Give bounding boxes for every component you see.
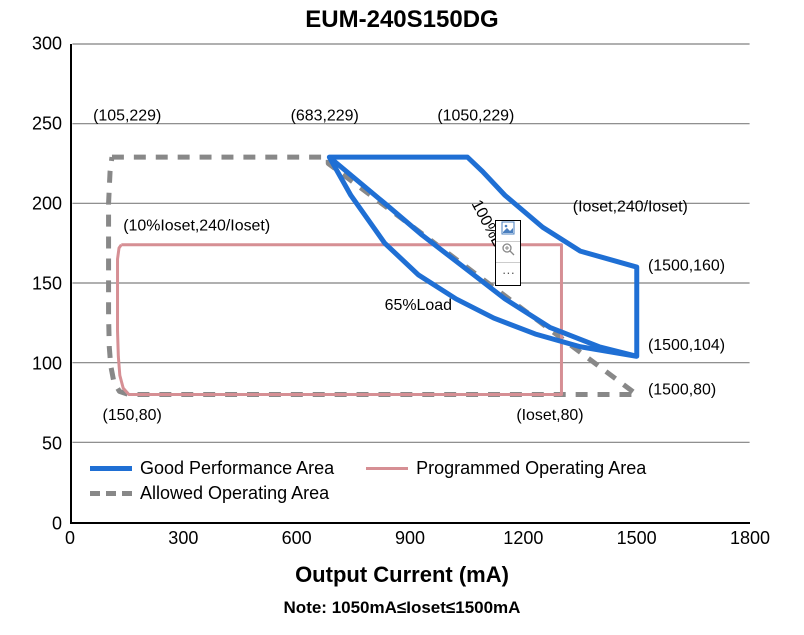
x-axis-label: Output Current (mA): [0, 562, 804, 588]
image-icon[interactable]: [496, 221, 520, 242]
annotation-a6: (1500,104): [648, 337, 725, 354]
x-tick-600: 600: [282, 528, 312, 549]
legend: Good Performance Area Programmed Operati…: [90, 458, 646, 504]
x-tick-1800: 1800: [730, 528, 770, 549]
legend-swatch-allowed: [90, 491, 132, 496]
y-tick-0: 0: [4, 514, 62, 535]
legend-swatch-programmed: [366, 467, 408, 470]
annotation-a3: (1050,229): [437, 107, 514, 124]
y-tick-200: 200: [4, 194, 62, 215]
legend-label-programmed: Programmed Operating Area: [416, 458, 646, 479]
zoom-icon[interactable]: [496, 242, 520, 263]
annotation-a7: (1500,80): [648, 382, 716, 399]
more-icon[interactable]: ···: [496, 263, 520, 283]
annotation-a1: (105,229): [93, 107, 161, 124]
annotation-a5: (1500,160): [648, 257, 725, 274]
x-tick-300: 300: [168, 528, 198, 549]
annotation-a4: (Ioset,240/Ioset): [573, 198, 688, 215]
annotation-a8: (Ioset,80): [516, 407, 583, 424]
legend-programmed: Programmed Operating Area: [366, 458, 646, 479]
load-label-65: 65%Load: [385, 297, 452, 314]
legend-swatch-good: [90, 466, 132, 471]
annotation-a9: (150,80): [103, 407, 162, 424]
chart-container: EUM-240S150DG 100%Load 65%Load (105,229)…: [0, 0, 804, 635]
legend-label-allowed: Allowed Operating Area: [140, 483, 329, 504]
chart-note: Note: 1050mA≤Ioset≤1500mA: [0, 598, 804, 618]
plot-svg: 100%Load 65%Load (105,229)(683,229)(1050…: [72, 44, 750, 522]
legend-label-good: Good Performance Area: [140, 458, 334, 479]
chart-title: EUM-240S150DG: [0, 6, 804, 34]
context-popup[interactable]: ···: [495, 220, 521, 286]
x-tick-1500: 1500: [617, 528, 657, 549]
series-group: [109, 157, 637, 394]
y-tick-250: 250: [4, 114, 62, 135]
y-tick-150: 150: [4, 274, 62, 295]
x-tick-0: 0: [65, 528, 75, 549]
x-tick-1200: 1200: [503, 528, 543, 549]
legend-allowed: Allowed Operating Area: [90, 483, 329, 504]
x-tick-900: 900: [395, 528, 425, 549]
annotation-a10: (10%Ioset,240/Ioset): [123, 217, 270, 234]
y-tick-50: 50: [4, 434, 62, 455]
legend-good: Good Performance Area: [90, 458, 334, 479]
annotation-a2: (683,229): [291, 107, 359, 124]
y-tick-300: 300: [4, 34, 62, 55]
y-tick-100: 100: [4, 354, 62, 375]
plot-area: 100%Load 65%Load (105,229)(683,229)(1050…: [70, 44, 750, 524]
